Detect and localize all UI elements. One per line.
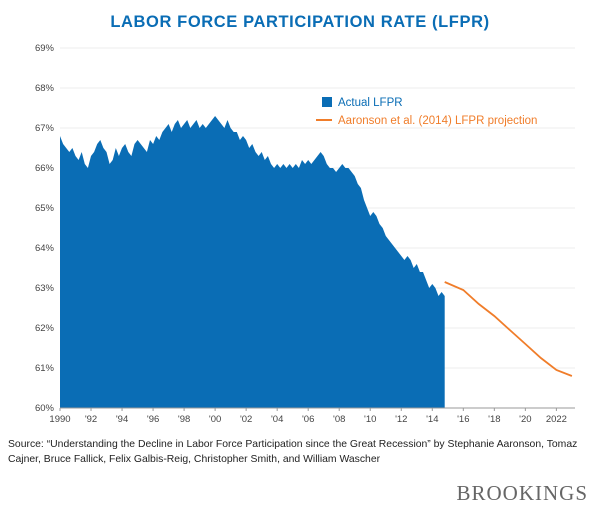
y-tick-label: 69% xyxy=(35,43,55,54)
y-tick-label: 64% xyxy=(35,243,55,254)
legend-label-projection: Aaronson et al. (2014) LFPR projection xyxy=(338,115,537,127)
actual-lfpr-area xyxy=(60,116,445,408)
legend-swatch-actual xyxy=(322,97,332,107)
x-tick-label: '08 xyxy=(333,414,345,425)
x-tick-label: '18 xyxy=(488,414,500,425)
y-tick-label: 67% xyxy=(35,123,55,134)
y-tick-label: 60% xyxy=(35,403,55,414)
x-tick-label: '10 xyxy=(364,414,376,425)
x-tick-label: '94 xyxy=(116,414,128,425)
x-tick-label: '96 xyxy=(147,414,159,425)
x-tick-label: '04 xyxy=(271,414,283,425)
projection-line xyxy=(444,281,573,377)
x-tick-label: '00 xyxy=(209,414,221,425)
y-tick-label: 62% xyxy=(35,323,55,334)
series xyxy=(60,116,573,408)
x-tick-label: '06 xyxy=(302,414,314,425)
x-tick-label: '20 xyxy=(519,414,531,425)
legend-label-actual: Actual LFPR xyxy=(338,97,403,109)
x-tick-label: '16 xyxy=(457,414,469,425)
x-tick-label: 2022 xyxy=(546,414,567,425)
y-tick-label: 63% xyxy=(35,283,55,294)
y-tick-label: 66% xyxy=(35,163,55,174)
x-tick-label: '14 xyxy=(426,414,438,425)
axes: 60% 61% 62% 63% 64% 65% 66% 67% 68% 69% 1990 '92 '94… xyxy=(35,43,575,425)
source-note: Source: “Understanding the Decline in La… xyxy=(8,439,578,465)
legend: Actual LFPR Aaronson et al. (2014) LFPR … xyxy=(316,97,537,127)
chart-title: LABOR FORCE PARTICIPATION RATE (LFPR) xyxy=(110,13,490,31)
y-tick-label: 61% xyxy=(35,363,55,374)
x-tick-label: '92 xyxy=(85,414,97,425)
x-tick-label: '12 xyxy=(395,414,407,425)
x-tick-label: '02 xyxy=(240,414,252,425)
lfpr-chart: 60% 61% 62% 63% 64% 65% 66% 67% 68% 69% 1990 '92 '94… xyxy=(35,43,575,425)
brookings-logo: BROOKINGS xyxy=(456,481,588,505)
x-tick-label: '98 xyxy=(178,414,190,425)
y-tick-label: 65% xyxy=(35,203,55,214)
x-tick-label: 1990 xyxy=(49,414,70,425)
y-tick-label: 68% xyxy=(35,83,55,94)
